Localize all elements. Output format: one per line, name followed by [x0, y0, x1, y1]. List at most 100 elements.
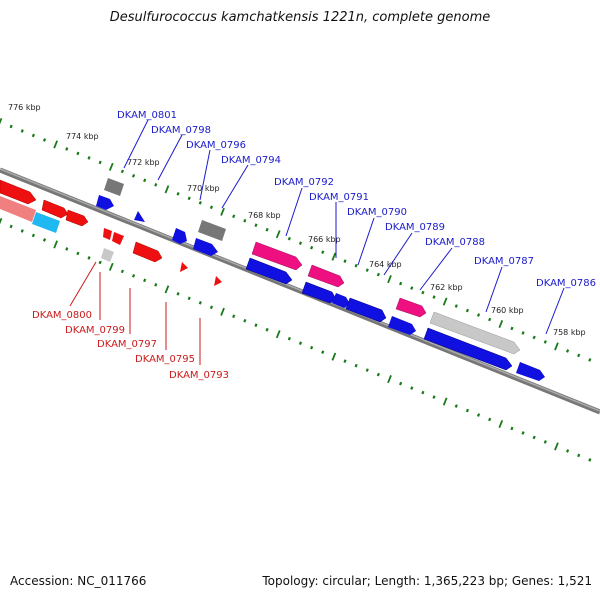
gene-feature[interactable]	[96, 195, 114, 210]
tick-mark	[498, 419, 504, 429]
scale-label: 766 kbp	[308, 235, 341, 244]
gene-feature[interactable]	[32, 212, 60, 233]
tick-mark	[310, 245, 314, 250]
gene-feature[interactable]	[214, 276, 222, 286]
gene-label: DKAM_0794	[221, 155, 281, 166]
gene-feature[interactable]	[132, 241, 163, 263]
tick-mark	[209, 205, 214, 210]
tick-mark	[187, 196, 191, 201]
gene-feature[interactable]	[388, 316, 416, 335]
gene-feature[interactable]	[245, 257, 293, 285]
tick-mark	[143, 278, 147, 283]
scale-label: 776 kbp	[8, 103, 41, 112]
tick-mark	[343, 259, 347, 263]
gene-label: DKAM_0792	[274, 177, 334, 188]
tick-mark	[331, 252, 337, 261]
tick-mark	[421, 290, 425, 295]
tick-mark	[465, 308, 469, 313]
tick-mark	[232, 314, 236, 319]
gene-label: DKAM_0801	[117, 110, 177, 121]
gene-feature[interactable]	[345, 297, 387, 323]
gene-feature[interactable]	[251, 241, 303, 271]
tick-mark	[454, 404, 458, 408]
tick-mark	[532, 335, 536, 340]
scale-label: 762 kbp	[430, 283, 463, 292]
tick-mark	[554, 442, 559, 451]
gene-feature[interactable]	[180, 262, 188, 272]
gene-label: DKAM_0790	[347, 207, 407, 218]
gene-feature[interactable]	[104, 178, 124, 196]
gene-label: DKAM_0799	[65, 325, 125, 336]
tick-mark	[0, 217, 3, 225]
tick-mark	[275, 330, 281, 339]
tick-mark	[298, 241, 303, 245]
tick-mark	[488, 317, 492, 322]
tick-mark	[164, 185, 170, 194]
tick-mark	[387, 375, 392, 384]
gene-feature[interactable]	[172, 228, 187, 244]
gene-feature[interactable]	[193, 238, 218, 256]
gene-feature[interactable]	[395, 297, 427, 318]
tick-mark	[510, 426, 514, 431]
tick-mark	[521, 331, 525, 335]
gene-feature[interactable]	[0, 179, 37, 205]
tick-mark	[187, 296, 191, 301]
tick-mark	[476, 313, 481, 317]
tick-mark	[76, 151, 80, 156]
gene-feature[interactable]	[198, 220, 226, 241]
scale-label: 764 kbp	[369, 260, 402, 269]
gene-feature[interactable]	[112, 232, 124, 245]
tick-mark	[120, 169, 124, 174]
tick-mark	[87, 256, 91, 260]
tick-mark	[577, 453, 581, 458]
gene-feature[interactable]	[516, 362, 545, 381]
gene-label: DKAM_0791	[309, 192, 369, 203]
inner-tick-ring	[0, 217, 592, 462]
tick-mark	[321, 350, 325, 354]
gene-label: DKAM_0795	[135, 354, 195, 365]
tick-mark	[131, 274, 136, 278]
tick-mark	[254, 223, 258, 228]
tick-mark	[87, 156, 91, 160]
tick-mark	[53, 240, 58, 249]
tick-mark	[354, 263, 358, 268]
tick-mark	[399, 281, 403, 286]
tick-mark	[588, 358, 592, 362]
tick-mark	[108, 262, 114, 271]
gene-feature[interactable]	[101, 248, 114, 262]
tick-mark	[488, 417, 492, 422]
tick-mark	[198, 200, 202, 205]
tick-mark	[53, 140, 58, 149]
gene-feature[interactable]	[134, 211, 145, 222]
gene-label: DKAM_0796	[186, 140, 246, 151]
gene-feature[interactable]	[332, 293, 350, 308]
gene-feature[interactable]	[41, 199, 69, 219]
tick-mark	[565, 349, 570, 353]
tick-mark	[198, 300, 202, 305]
gene-feature[interactable]	[103, 228, 112, 240]
tick-mark	[321, 250, 325, 254]
tick-mark	[410, 386, 414, 390]
tick-mark	[343, 359, 347, 363]
gene-feature[interactable]	[65, 209, 89, 227]
gene-label: DKAM_0797	[97, 339, 157, 350]
gene-feature[interactable]	[429, 311, 521, 355]
tick-mark	[0, 117, 3, 125]
tick-mark	[232, 214, 236, 219]
scale-label: 760 kbp	[491, 306, 524, 315]
tick-mark	[554, 342, 559, 351]
scale-label: 758 kbp	[553, 328, 586, 337]
tick-mark	[76, 251, 80, 256]
tick-mark	[454, 304, 458, 308]
gene-feature[interactable]	[307, 264, 345, 288]
tick-mark	[354, 363, 358, 368]
tick-mark	[365, 268, 369, 272]
gene-feature[interactable]	[0, 196, 36, 222]
tick-mark	[275, 230, 281, 239]
tick-mark	[376, 272, 380, 277]
gene-feature[interactable]	[423, 327, 513, 371]
gene-features	[0, 178, 545, 381]
tick-mark	[410, 286, 414, 290]
tick-mark	[565, 449, 570, 453]
